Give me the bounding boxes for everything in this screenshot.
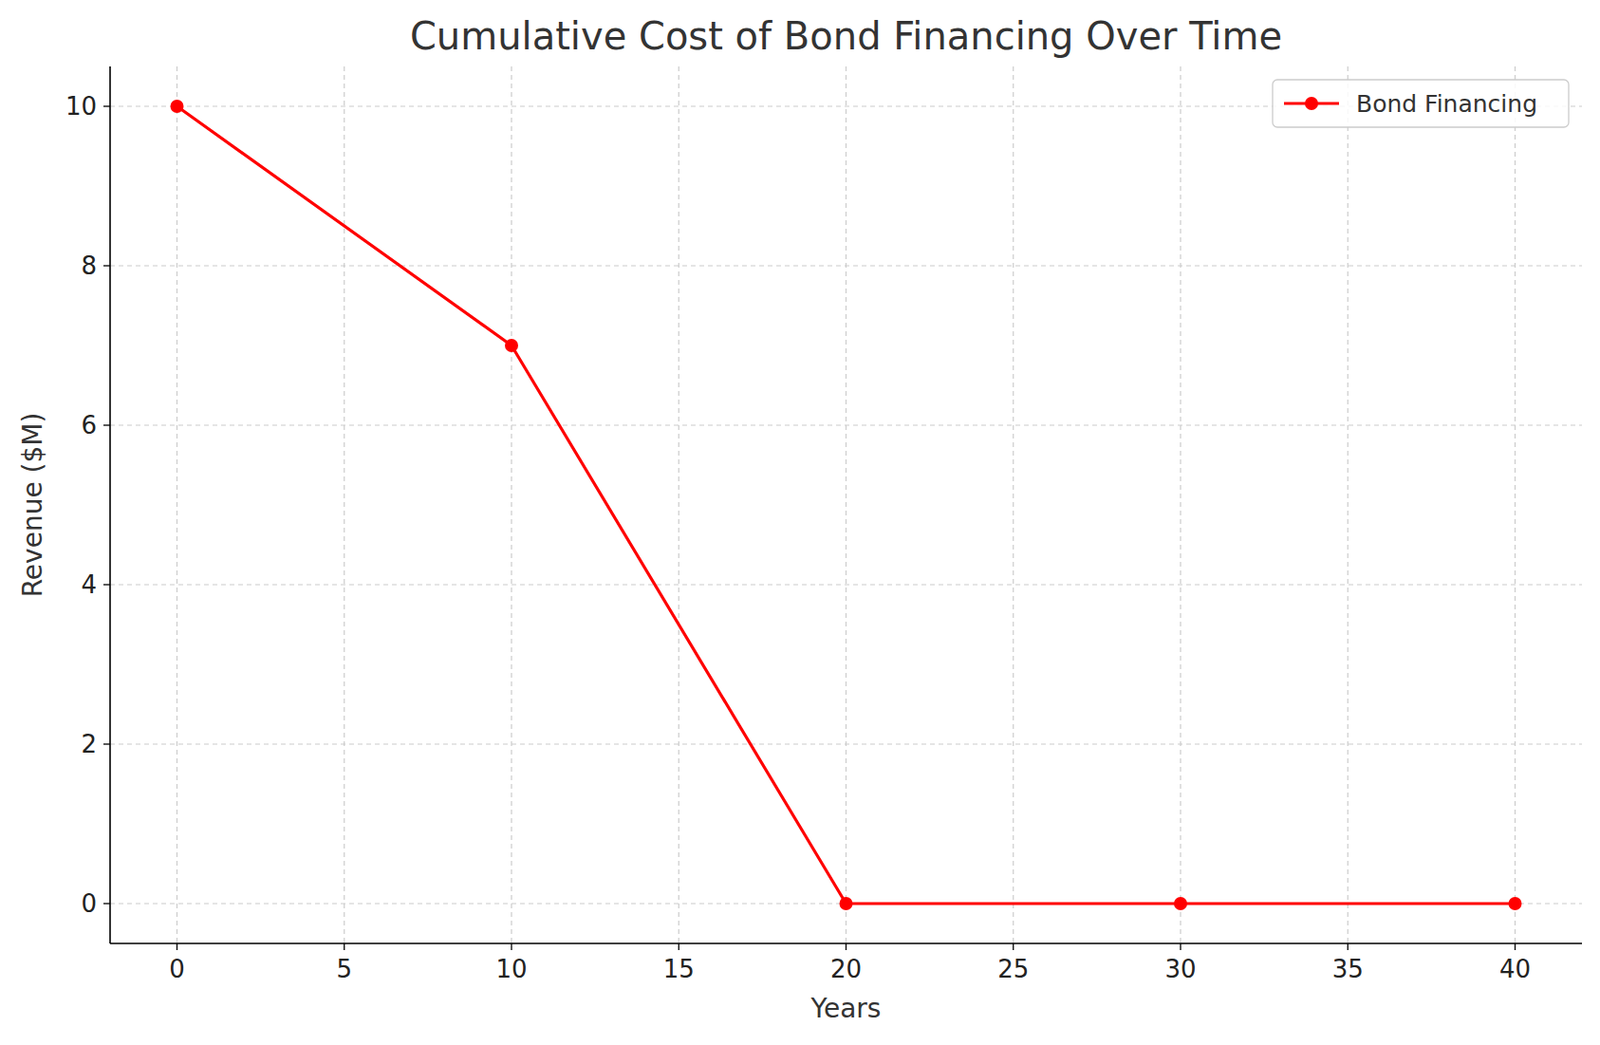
x-tick — [343, 943, 345, 950]
y-tick-label: 6 — [80, 410, 97, 440]
series-line — [177, 106, 1516, 904]
series-marker — [170, 99, 185, 113]
x-tick-label: 35 — [1332, 954, 1364, 984]
series-marker — [1173, 896, 1188, 911]
chart-title: Cumulative Cost of Bond Financing Over T… — [409, 14, 1283, 58]
x-tick-label: 20 — [830, 954, 862, 984]
legend: Bond Financing — [1272, 79, 1569, 128]
y-axis-line — [109, 66, 112, 944]
x-tick — [1514, 943, 1516, 950]
x-tick-label: 0 — [168, 954, 186, 984]
x-tick — [1012, 943, 1014, 950]
legend-marker — [1304, 96, 1319, 111]
y-axis-label: Revenue ($M) — [17, 412, 49, 598]
chart-container: 0 5 10 15 20 25 30 35 40 0 2 4 6 8 10 Cumulative Cost o… — [0, 0, 1600, 1045]
series-marker — [1508, 896, 1523, 911]
x-axis-label: Years — [810, 992, 882, 1024]
y-grid-line — [110, 264, 1582, 266]
y-grid-line — [110, 743, 1582, 745]
x-grid-line — [1012, 66, 1014, 944]
y-tick — [103, 583, 111, 585]
x-tick-label: 5 — [335, 954, 353, 984]
y-grid-line — [110, 424, 1582, 426]
x-tick — [1347, 943, 1349, 950]
legend-box — [1272, 79, 1569, 128]
x-tick-label: 40 — [1499, 954, 1531, 984]
x-tick-label: 10 — [495, 954, 527, 984]
y-tick — [103, 424, 111, 426]
y-tick-label: 2 — [80, 729, 97, 759]
series-marker — [839, 896, 854, 911]
x-grid-line — [343, 66, 345, 944]
y-tick-label: 4 — [80, 570, 97, 599]
y-tick — [103, 105, 111, 107]
x-grid-line — [678, 66, 680, 944]
grid — [110, 66, 1582, 944]
series-marker — [504, 338, 519, 353]
x-tick-label: 15 — [663, 954, 695, 984]
y-tick-label: 0 — [80, 889, 97, 918]
x-tick-label: 25 — [997, 954, 1029, 984]
chart-svg: 0 5 10 15 20 25 30 35 40 0 2 4 6 8 10 Cumulative Cost o… — [0, 0, 1600, 1045]
x-grid-line — [176, 66, 178, 944]
legend-label: Bond Financing — [1356, 90, 1538, 118]
x-tick-label: 30 — [1164, 954, 1196, 984]
x-grid-line — [1514, 66, 1516, 944]
x-grid-line — [1179, 66, 1181, 944]
x-tick — [845, 943, 847, 950]
y-tick — [103, 743, 111, 745]
y-tick — [103, 902, 111, 904]
y-tick-label: 10 — [65, 92, 97, 121]
x-grid-line — [510, 66, 512, 944]
x-tick — [1179, 943, 1181, 950]
x-tick — [176, 943, 178, 950]
y-grid-line — [110, 583, 1582, 585]
plot-area — [170, 99, 1523, 911]
x-grid-line — [1347, 66, 1349, 944]
background — [0, 0, 1600, 1045]
y-tick-label: 8 — [80, 251, 97, 280]
x-grid-line — [845, 66, 847, 944]
x-tick — [510, 943, 512, 950]
x-tick — [678, 943, 680, 950]
y-tick — [103, 264, 111, 266]
